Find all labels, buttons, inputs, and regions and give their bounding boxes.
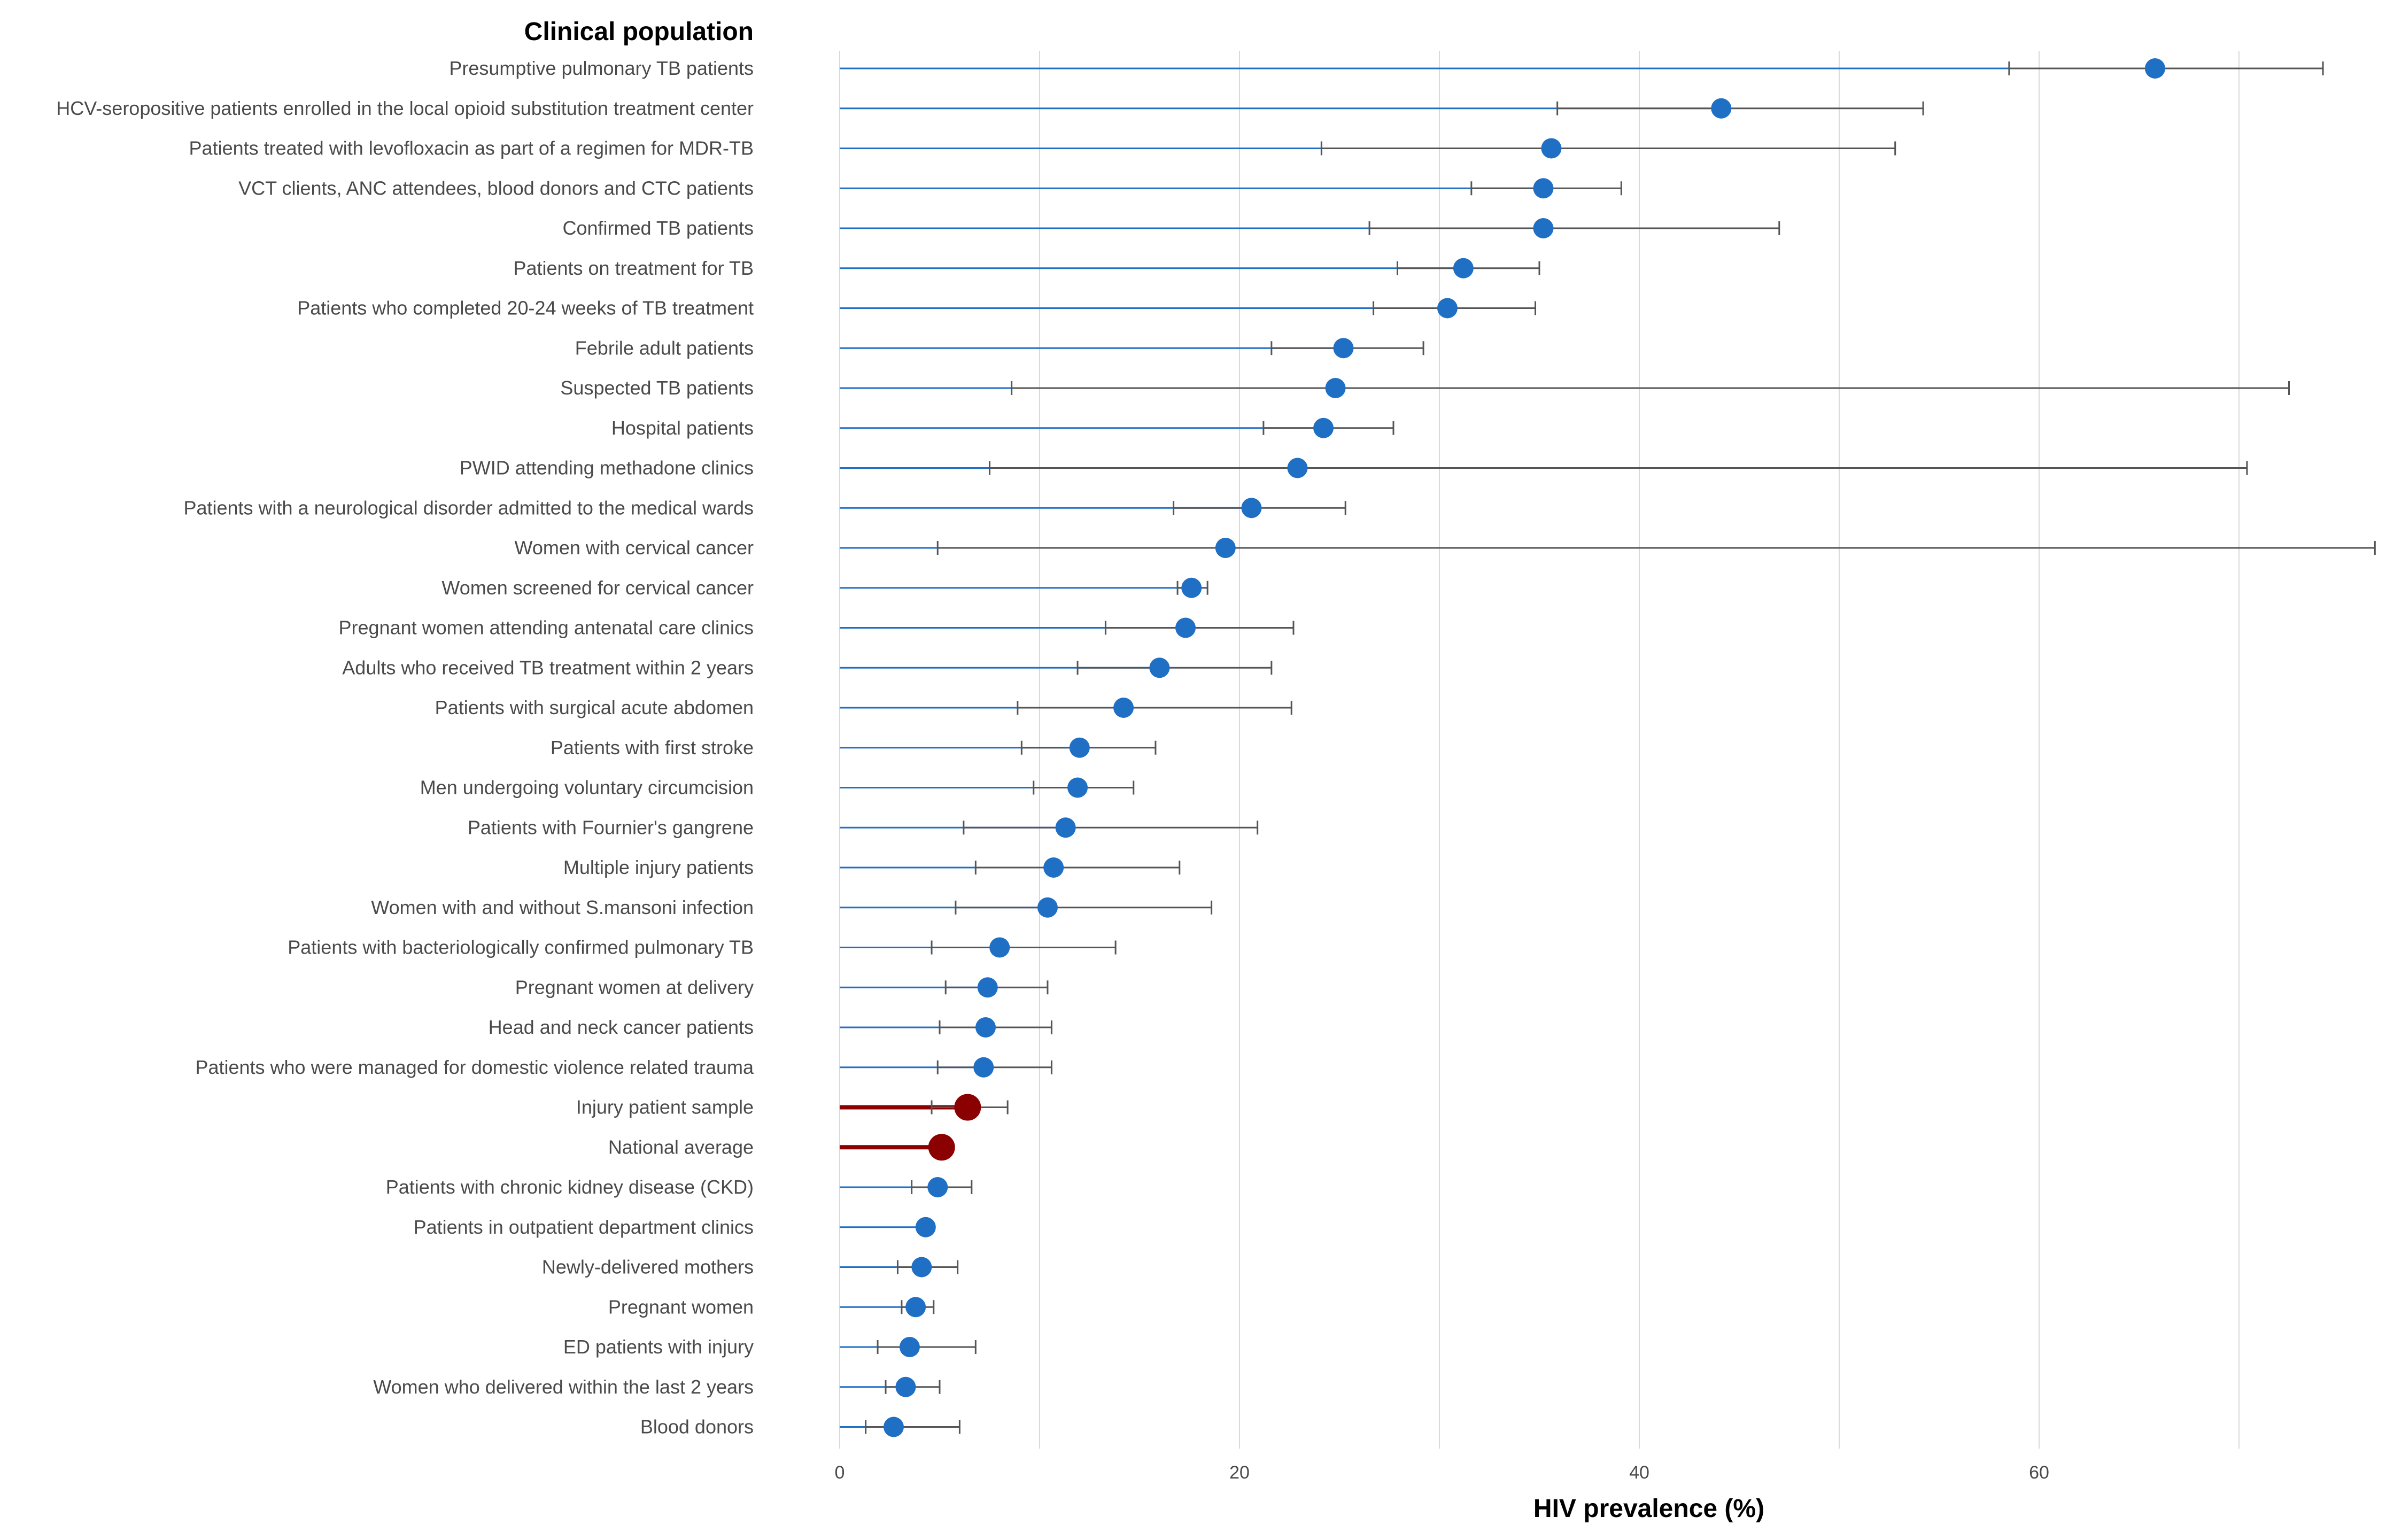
category-label: Patients with surgical acute abdomen <box>435 697 754 718</box>
category-label: Patients treated with levofloxacin as pa… <box>189 137 754 159</box>
category-label: Hospital patients <box>611 417 754 439</box>
data-point <box>911 1257 932 1278</box>
category-label: Pregnant women at delivery <box>515 976 754 998</box>
data-points <box>883 58 2165 1437</box>
category-label: Pregnant women <box>608 1296 754 1318</box>
x-axis-title: HIV prevalence (%) <box>1533 1495 1764 1523</box>
x-tick-label: 0 <box>835 1462 845 1483</box>
category-label: Men undergoing voluntary circumcision <box>420 777 754 799</box>
data-point <box>1533 178 1554 199</box>
x-tick-label: 20 <box>1229 1462 1250 1483</box>
category-label: Patients who completed 20-24 weeks of TB… <box>297 297 754 319</box>
category-label: Women with and without S.mansoni infecti… <box>371 896 754 918</box>
category-label: Women who delivered within the last 2 ye… <box>373 1376 754 1398</box>
category-label: Patients with bacteriologically confirme… <box>288 937 754 958</box>
data-point <box>1325 378 1346 398</box>
data-point <box>1069 737 1090 758</box>
data-point <box>899 1337 920 1357</box>
chart-title: Clinical population <box>524 18 754 46</box>
data-point <box>1055 817 1076 838</box>
category-label: Febrile adult patients <box>575 337 754 359</box>
data-point <box>1113 698 1134 718</box>
category-label: Women screened for cervical cancer <box>441 577 754 599</box>
data-point <box>883 1417 904 1437</box>
category-label: HCV-seropositive patients enrolled in th… <box>56 97 754 119</box>
grid-lines <box>839 51 2240 1449</box>
data-point <box>1149 657 1170 678</box>
category-label: Patients with Fournier's gangrene <box>468 816 754 838</box>
data-point <box>989 937 1010 958</box>
category-label: Head and neck cancer patients <box>489 1016 754 1038</box>
data-point <box>1175 617 1196 638</box>
category-label: Patients with first stroke <box>551 737 754 759</box>
category-label: Suspected TB patients <box>560 377 754 399</box>
category-label: Confirmed TB patients <box>562 217 754 239</box>
category-label: PWID attending methadone clinics <box>460 457 754 479</box>
category-labels: Presumptive pulmonary TB patients HCV-ser… <box>56 57 754 1438</box>
data-point <box>1437 298 1458 319</box>
error-bars <box>865 61 2376 1434</box>
data-point <box>905 1297 926 1318</box>
category-label: Patients who were managed for domestic v… <box>195 1056 754 1078</box>
category-label: Patients in outpatient department clinic… <box>414 1216 754 1238</box>
data-point <box>1241 498 1262 519</box>
data-point <box>895 1376 916 1397</box>
data-point <box>1541 138 1562 159</box>
data-point <box>1711 98 1732 119</box>
data-point <box>915 1217 936 1237</box>
x-tick-label: 60 <box>2029 1462 2049 1483</box>
x-axis-ticks: 0 20 40 60 <box>835 1462 2049 1483</box>
category-label: Presumptive pulmonary TB patients <box>449 57 754 79</box>
data-point <box>1287 458 1308 478</box>
category-label: Newly-delivered mothers <box>542 1256 754 1278</box>
highlight-data-point <box>954 1094 981 1121</box>
highlight-data-point <box>928 1134 955 1161</box>
category-label: Pregnant women attending antenatal care … <box>339 617 754 639</box>
category-label: Injury patient sample <box>576 1096 754 1118</box>
category-label: Women with cervical cancer <box>515 537 754 559</box>
data-point <box>1453 258 1474 278</box>
category-label: VCT clients, ANC attendees, blood donors… <box>238 177 754 199</box>
category-label: Multiple injury patients <box>563 856 754 878</box>
data-point <box>1043 857 1064 878</box>
data-point <box>927 1177 948 1197</box>
data-point <box>1037 897 1058 918</box>
data-point <box>1533 218 1554 238</box>
data-point <box>1333 338 1354 359</box>
category-label: Blood donors <box>640 1416 754 1438</box>
category-label: Adults who received TB treatment within … <box>342 656 754 678</box>
data-point <box>973 1057 994 1078</box>
x-tick-label: 40 <box>1629 1462 1649 1483</box>
data-point <box>1067 777 1088 798</box>
data-point <box>977 977 998 998</box>
data-point <box>1313 417 1334 438</box>
category-label: National average <box>608 1136 754 1158</box>
category-label: Patients with a neurological disorder ad… <box>183 497 754 519</box>
category-label: Patients on treatment for TB <box>513 257 754 279</box>
data-point <box>975 1017 996 1038</box>
category-label: ED patients with injury <box>563 1336 754 1358</box>
data-point <box>2144 58 2165 79</box>
data-point <box>1215 538 1236 558</box>
category-label: Patients with chronic kidney disease (CK… <box>386 1176 754 1198</box>
data-point <box>1181 577 1202 598</box>
